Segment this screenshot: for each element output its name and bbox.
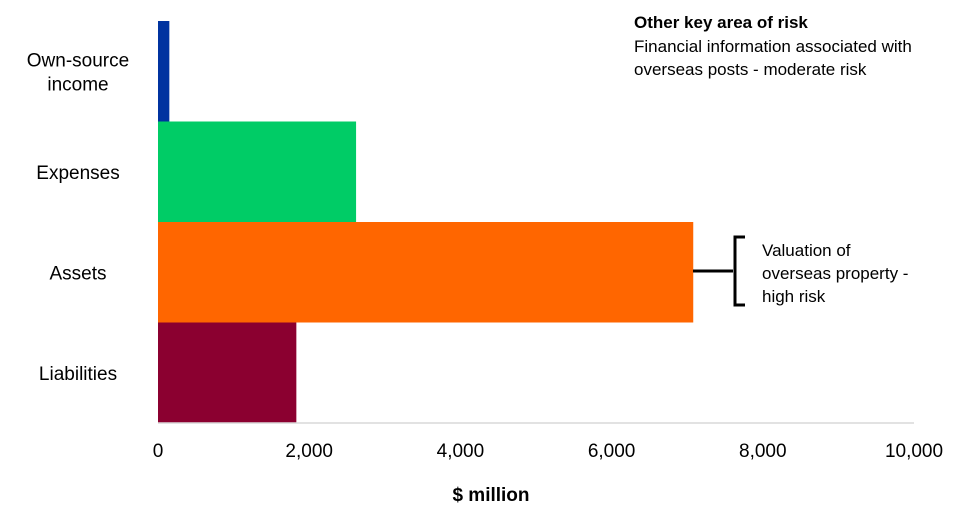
x-tick-label-5: 10,000: [885, 441, 943, 462]
bar-0: [158, 21, 170, 122]
bar-1: [158, 121, 357, 222]
x-tick-label-3: 6,000: [588, 441, 636, 462]
bar-2: [158, 222, 694, 323]
x-tick-label-1: 2,000: [285, 441, 333, 462]
callout-bracket: [693, 235, 745, 307]
x-tick-labels: 0 2,000 4,000 6,000 8,000 10,000: [153, 441, 943, 462]
x-tick-label-4: 8,000: [739, 441, 787, 462]
category-label-3: Liabilities: [39, 364, 117, 385]
category-label-2: Assets: [49, 263, 106, 284]
x-axis-title: $ million: [452, 485, 529, 506]
callout-line-2: overseas property -: [762, 264, 908, 283]
key-risk-title: Other key area of risk: [634, 13, 808, 32]
bars-group: [158, 21, 694, 423]
key-risk-line-1: Financial information associated with: [634, 37, 912, 56]
callout-line-1: Valuation of: [762, 241, 851, 260]
key-risk-line-2: overseas posts - moderate risk: [634, 60, 867, 79]
key-risk-note: Other key area of risk Financial informa…: [634, 13, 912, 79]
category-label-1: Expenses: [36, 163, 119, 184]
callout-line-3: high risk: [762, 287, 826, 306]
bar-3: [158, 322, 297, 423]
assets-callout: Valuation of overseas property - high ri…: [693, 235, 908, 307]
category-label-0: Own-source income: [27, 50, 129, 95]
x-tick-label-2: 4,000: [437, 441, 485, 462]
category-labels: Own-source income Expenses Assets Liabilitie…: [27, 50, 129, 385]
x-tick-label-0: 0: [153, 441, 164, 462]
